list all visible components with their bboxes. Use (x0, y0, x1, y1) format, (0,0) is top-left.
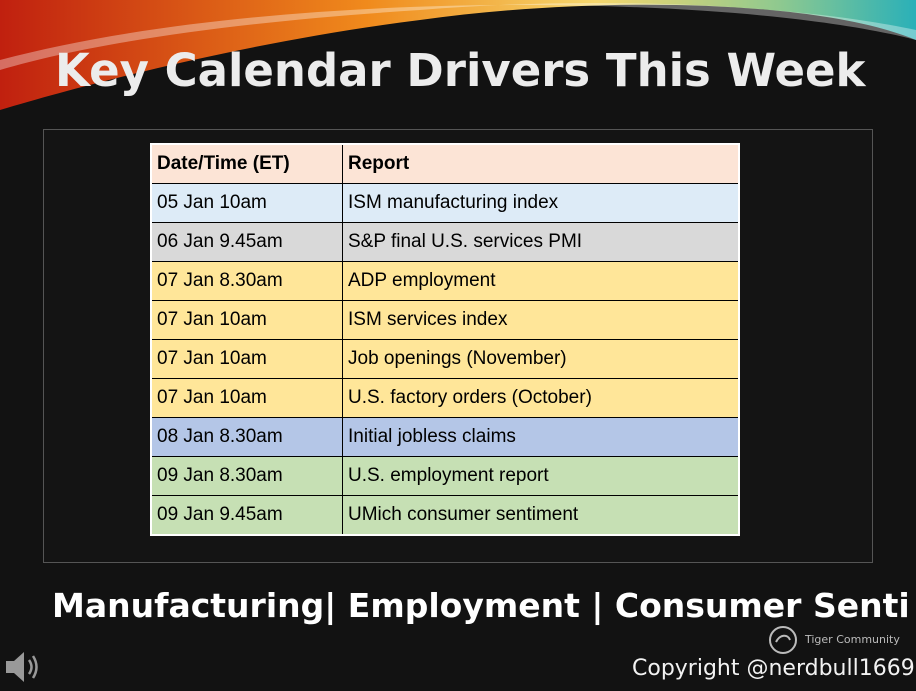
date-cell: 08 Jan 8.30am (150, 417, 343, 457)
date-cell: 09 Jan 9.45am (150, 495, 343, 536)
report-cell: ISM manufacturing index (342, 183, 740, 223)
decorative-swoosh (0, 0, 916, 110)
report-cell: S&P final U.S. services PMI (342, 222, 740, 262)
date-cell: 07 Jan 10am (150, 378, 343, 418)
watermark-logo (769, 626, 797, 654)
report-cell: ADP employment (342, 261, 740, 301)
calendar-table: Date/Time (ET) Report 05 Jan 10am ISM manu… (150, 143, 740, 536)
report-cell: U.S. employment report (342, 456, 740, 496)
column-header: Date/Time (ET) (150, 143, 343, 184)
slide-title: Key Calendar Drivers This Week (55, 44, 866, 97)
report-cell: Job openings (November) (342, 339, 740, 379)
date-cell: 06 Jan 9.45am (150, 222, 343, 262)
report-cell: ISM services index (342, 300, 740, 340)
audio-icon[interactable] (4, 648, 44, 686)
watermark: Tiger Community (805, 633, 900, 646)
report-cell: Initial jobless claims (342, 417, 740, 457)
date-cell: 07 Jan 8.30am (150, 261, 343, 301)
report-cell: U.S. factory orders (October) (342, 378, 740, 418)
date-cell: 07 Jan 10am (150, 339, 343, 379)
report-cell: UMich consumer sentiment (342, 495, 740, 536)
copyright: Copyright @nerdbull1669 (632, 656, 915, 681)
date-cell: 09 Jan 8.30am (150, 456, 343, 496)
date-cell: 07 Jan 10am (150, 300, 343, 340)
date-cell: 05 Jan 10am (150, 183, 343, 223)
topics-line: Manufacturing| Employment | Consumer Sen… (52, 586, 910, 625)
column-header: Report (342, 143, 740, 184)
